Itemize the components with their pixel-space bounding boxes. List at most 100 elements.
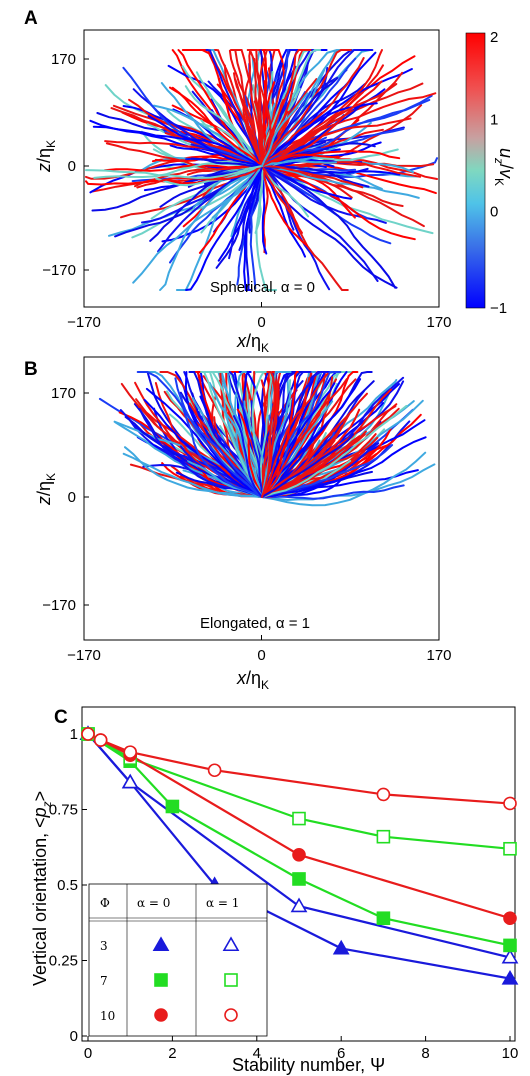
trajectory: [228, 371, 263, 498]
trajectory: [261, 165, 349, 291]
panel-b-xlabel: x/ηK: [236, 668, 269, 692]
data-point: [292, 811, 306, 826]
trajectory: [261, 165, 364, 189]
panel-c-xlabel: Stability number, Ψ: [232, 1055, 385, 1075]
x-tick-label: 0: [84, 1045, 92, 1062]
trajectory: [180, 393, 263, 498]
colorbar-ticks: 2 1 0 −1: [490, 29, 507, 317]
x-tick-label: 4: [253, 1045, 261, 1062]
trajectory: [261, 49, 312, 167]
trajectory: [261, 463, 436, 502]
legend-header-alpha0: α = 0: [137, 896, 170, 910]
legend-marker: [152, 936, 170, 952]
trajectory: [261, 451, 427, 507]
trajectory: [243, 165, 263, 291]
trajectory: [261, 371, 373, 498]
y-tick-label: 0: [68, 489, 76, 506]
trajectory: [93, 160, 263, 179]
legend-header-alpha1: α = 1: [206, 896, 239, 910]
trajectory: [181, 65, 263, 167]
trajectory: [141, 165, 263, 224]
trajectory: [261, 371, 279, 498]
data-point: [503, 841, 517, 856]
trajectory: [159, 165, 263, 291]
trajectory: [261, 165, 397, 289]
data-point: [81, 727, 95, 741]
trajectory: [92, 125, 263, 167]
trajectory: [122, 66, 263, 167]
trajectory: [234, 78, 263, 167]
data-point: [290, 897, 308, 913]
data-point: [165, 799, 180, 814]
trajectory: [85, 165, 263, 180]
panel-b-letter: B: [24, 359, 38, 380]
trajectory: [136, 371, 263, 498]
trajectory: [185, 165, 263, 291]
y-tick-label: 1: [70, 726, 78, 743]
trajectory: [184, 85, 263, 167]
panel-c-letter: C: [54, 707, 68, 728]
trajectory: [105, 142, 263, 171]
data-point: [207, 763, 222, 778]
trajectory: [261, 433, 354, 498]
colorbar-label: uz/vK: [492, 148, 516, 186]
trajectory: [261, 372, 329, 498]
colorbar-tick-label: 1: [490, 112, 498, 129]
legend-markers: [152, 936, 240, 1022]
trajectory: [169, 86, 263, 167]
x-tick-label: 2: [168, 1045, 176, 1062]
panel-a-ylabel: z/ηK: [34, 140, 58, 173]
panel-a: A −170 0 170 170 0 −170 Spherical, α = 0 x/ηK…: [24, 8, 516, 355]
data-point: [121, 773, 139, 789]
trajectory: [261, 378, 348, 498]
data-point: [503, 911, 517, 926]
panel-b-ylabel: z/ηK: [34, 473, 58, 506]
panel-a-letter: A: [24, 8, 38, 29]
x-tick-label: 10: [502, 1045, 519, 1062]
trajectory: [261, 371, 276, 498]
trajectory: [261, 83, 398, 167]
trajectory: [261, 165, 379, 282]
trajectory: [128, 98, 263, 167]
colorbar-tick-label: 0: [490, 203, 498, 220]
legend-row-3: 3: [100, 939, 108, 953]
trajectory: [261, 153, 340, 167]
y-tick-label: 170: [51, 385, 76, 402]
legend-row-7: 7: [100, 974, 108, 988]
x-tick-label: −170: [67, 314, 101, 331]
data-point: [123, 745, 137, 759]
trajectory: [103, 164, 263, 172]
panel-b-trajectories: [98, 371, 436, 507]
trajectory: [261, 159, 337, 167]
data-point: [501, 970, 519, 985]
data-point: [503, 938, 517, 953]
colorbar-tick-label: 2: [490, 29, 498, 46]
trajectory: [261, 165, 416, 241]
legend-marker: [154, 973, 168, 987]
legend-marker: [224, 1008, 238, 1022]
y-tick-label: 0: [70, 1028, 78, 1045]
series-line-phi7-alpha1: [87, 733, 511, 850]
data-point: [376, 787, 391, 802]
trajectory: [114, 165, 263, 238]
series-line-phi7-alpha0: [87, 733, 511, 947]
trajectory: [169, 165, 263, 264]
trajectory: [261, 165, 420, 199]
data-point: [93, 733, 108, 747]
trajectory: [236, 408, 263, 498]
series-line-phi3-alpha1: [87, 733, 511, 959]
trajectory: [261, 371, 331, 498]
trajectory: [261, 165, 352, 200]
trajectory: [217, 165, 263, 262]
x-tick-label: 0: [257, 314, 265, 331]
trajectory: [261, 371, 292, 498]
data-point: [503, 796, 517, 811]
panel-c-frame: [81, 706, 516, 1042]
trajectory: [261, 117, 412, 167]
trajectory: [261, 484, 405, 500]
trajectory: [261, 404, 408, 498]
data-point: [501, 948, 519, 964]
y-tick-label: 0: [68, 158, 76, 175]
x-tick-label: 170: [426, 314, 451, 331]
legend-header-phi: Φ: [100, 896, 110, 910]
